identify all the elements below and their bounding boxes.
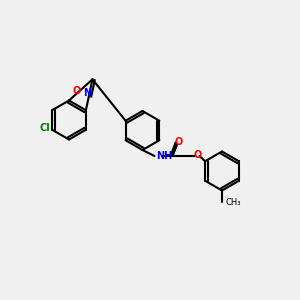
Text: O: O	[194, 149, 202, 160]
Text: O: O	[72, 86, 81, 96]
Text: N: N	[83, 88, 92, 98]
Text: NH: NH	[156, 151, 172, 161]
Text: CH₃: CH₃	[225, 198, 241, 207]
Text: O: O	[175, 136, 183, 147]
Text: Cl: Cl	[39, 123, 50, 133]
